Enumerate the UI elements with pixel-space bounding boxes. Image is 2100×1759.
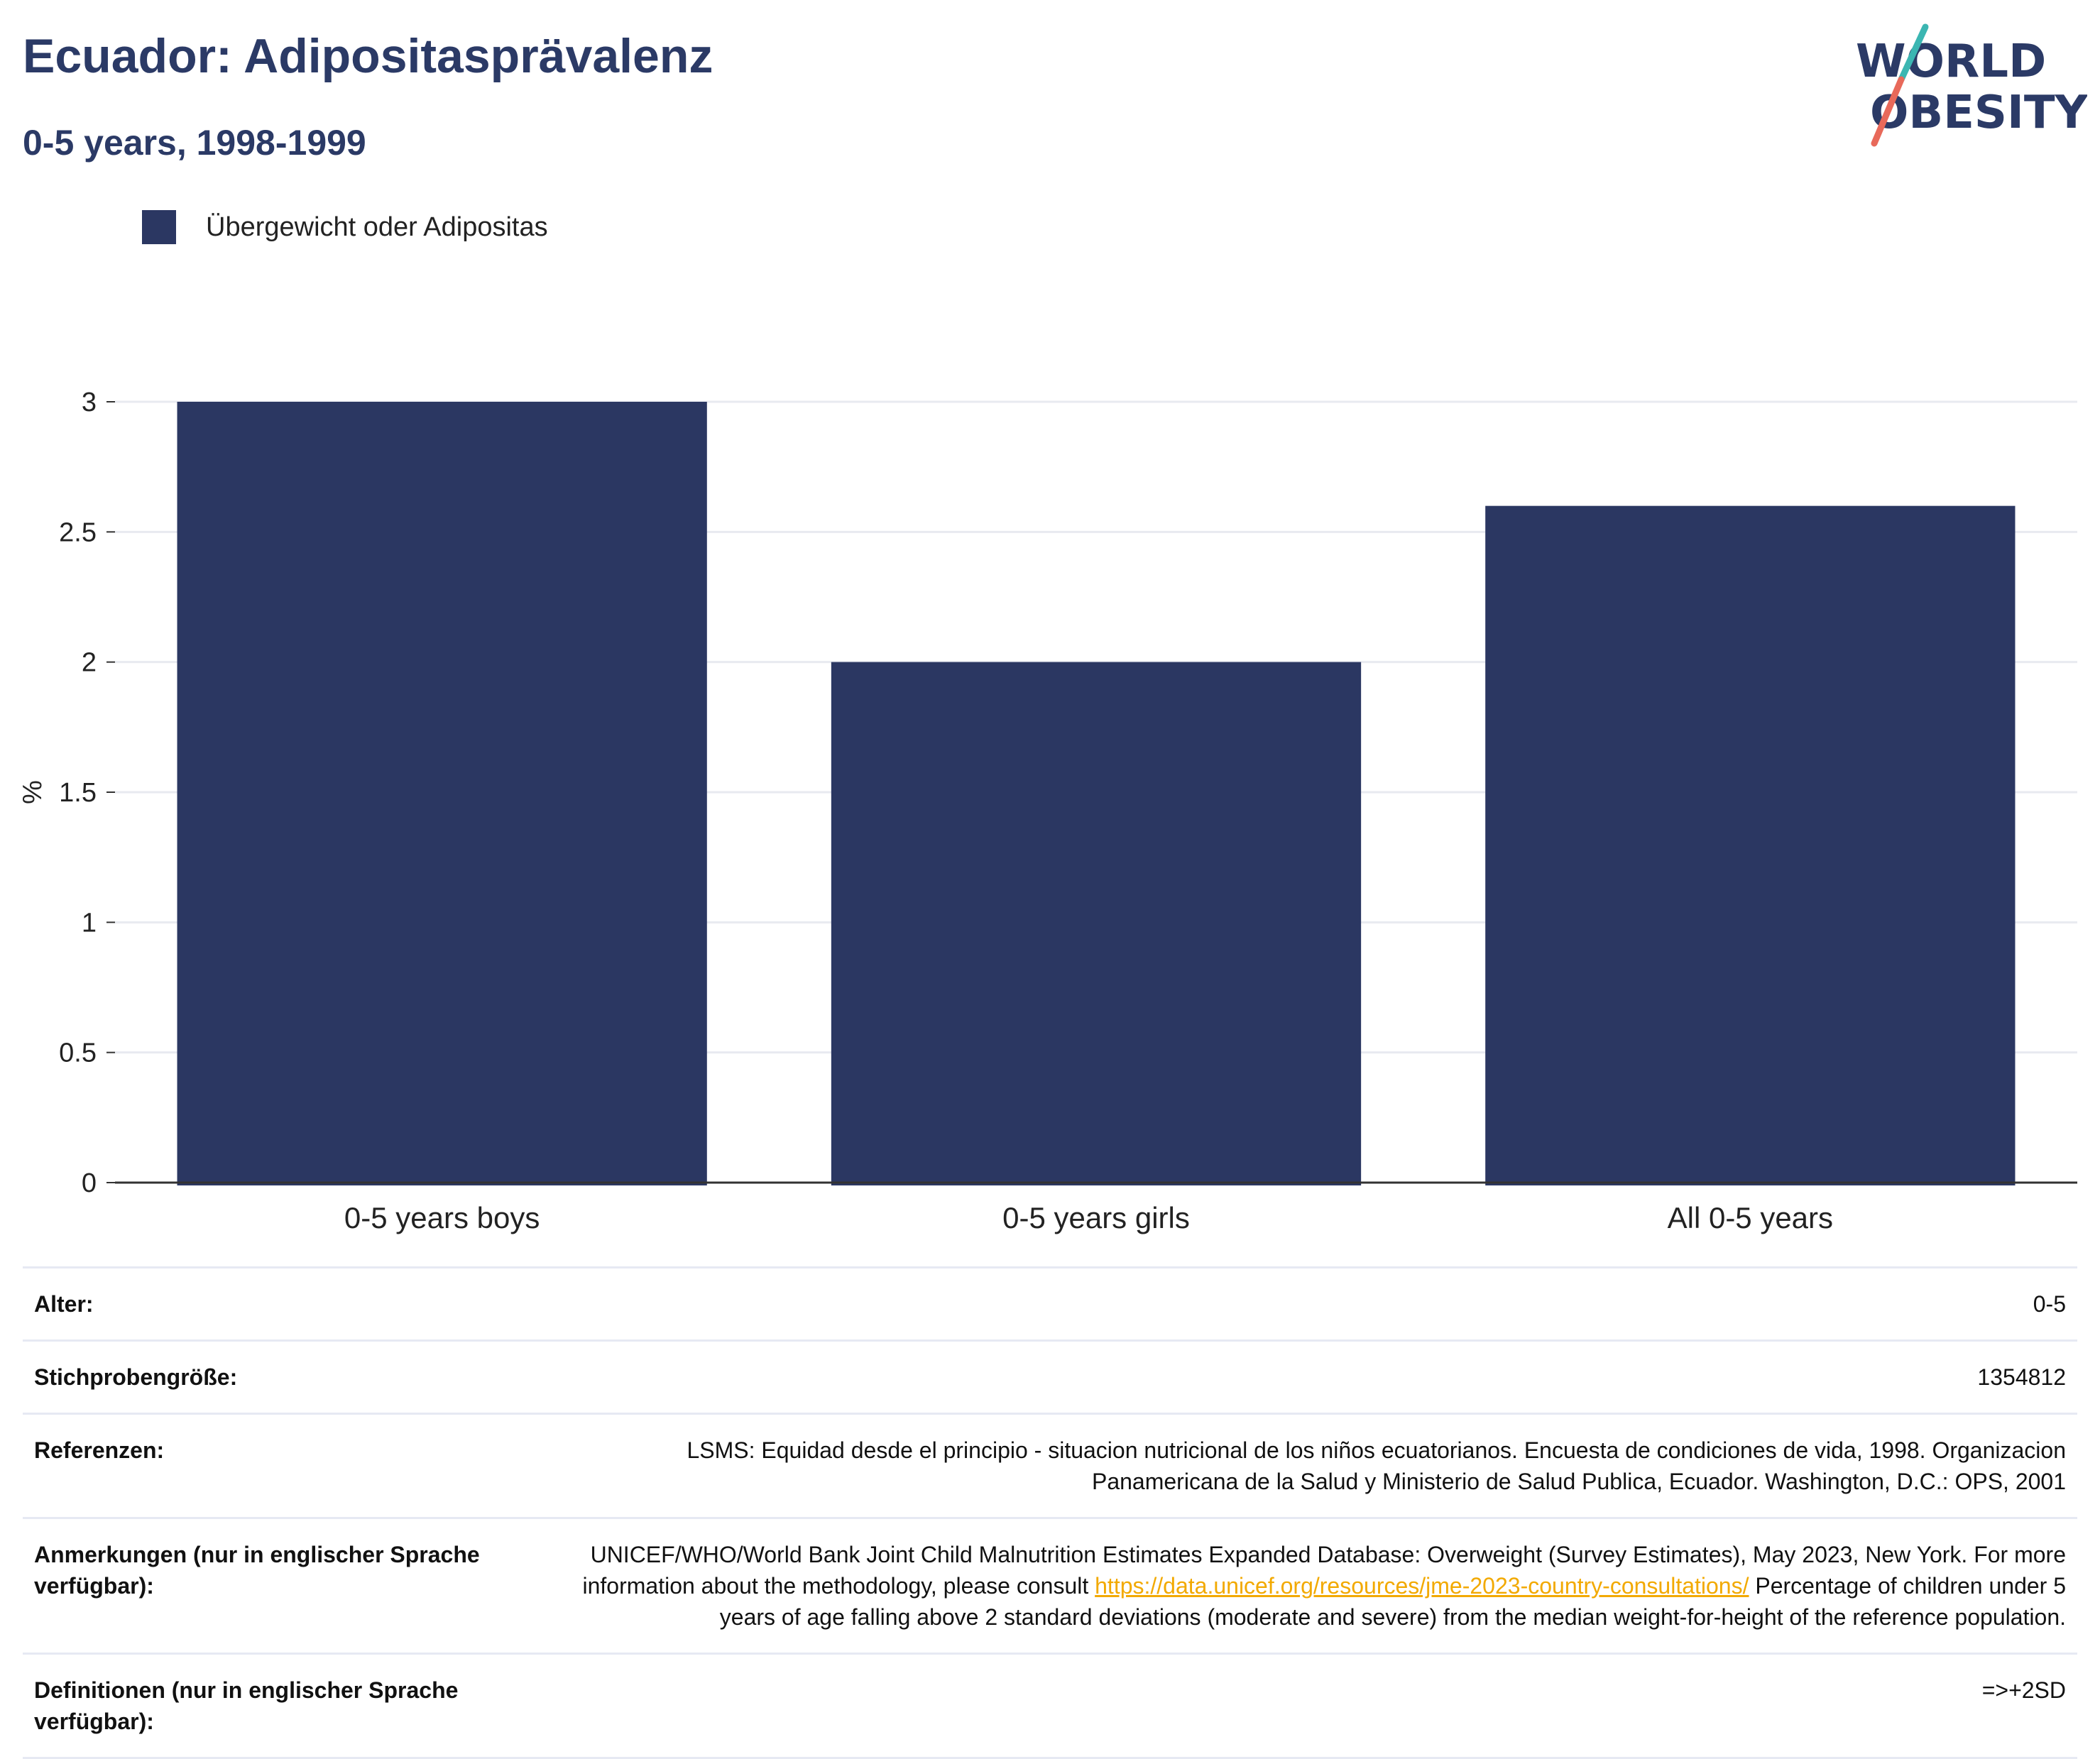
bar bbox=[1485, 505, 2016, 1185]
y-tick-label: 1.5 bbox=[59, 778, 97, 808]
world-obesity-logo: WORLD OBESITY bbox=[1856, 23, 2087, 147]
legend-label: Übergewicht oder Adipositas bbox=[206, 212, 548, 242]
y-tick-label: 1 bbox=[82, 908, 97, 938]
logo-line2: OBESITY bbox=[1870, 87, 2087, 139]
legend-swatch bbox=[142, 210, 176, 244]
meta-label: Alter: bbox=[34, 1291, 94, 1317]
meta-row-age: Alter: 0-5 bbox=[23, 1266, 2077, 1339]
meta-label: Stichprobengröße: bbox=[34, 1364, 238, 1390]
meta-value: LSMS: Equidad desde el principio - situa… bbox=[687, 1437, 2066, 1494]
meta-value: =>+2SD bbox=[1981, 1677, 2066, 1703]
bar-chart: 0 0.5 1 1.5 2 2.5 3 0-5 years boys 0-5 years gir… bbox=[18, 388, 2077, 1234]
meta-value: UNICEF/WHO/World Bank Joint Child Malnut… bbox=[574, 1539, 2066, 1633]
chart-subtitle: 0-5 years, 1998-1999 bbox=[23, 123, 366, 163]
meta-label: Anmerkungen (nur in englischer Sprache v… bbox=[34, 1542, 480, 1599]
meta-value: 0-5 bbox=[2033, 1291, 2066, 1317]
chart-title: Ecuador: Adipositasprävalenz bbox=[23, 29, 713, 83]
y-tick-label: 0.5 bbox=[59, 1039, 97, 1068]
y-tick-label: 2 bbox=[82, 648, 97, 678]
x-tick-label: 0-5 years boys bbox=[344, 1201, 540, 1234]
meta-value: 1354812 bbox=[1977, 1364, 2066, 1390]
bars bbox=[177, 402, 2016, 1185]
meta-row-references: Referenzen: LSMS: Equidad desde el princ… bbox=[23, 1413, 2077, 1517]
y-tick-label: 0 bbox=[82, 1168, 97, 1198]
bar bbox=[831, 662, 1362, 1185]
axes: 0 0.5 1 1.5 2 2.5 3 0-5 years boys 0-5 years gir… bbox=[59, 388, 2077, 1234]
logo-slash-teal bbox=[1898, 23, 1929, 83]
meta-label: Referenzen: bbox=[34, 1437, 165, 1463]
meta-row-notes: Anmerkungen (nur in englischer Sprache v… bbox=[23, 1517, 2077, 1653]
legend: Übergewicht oder Adipositas bbox=[142, 210, 548, 244]
methodology-link[interactable]: https://data.unicef.org/resources/jme-20… bbox=[1095, 1573, 1749, 1599]
x-tick-label: 0-5 years girls bbox=[1002, 1201, 1190, 1234]
y-axis-label: % bbox=[18, 780, 48, 804]
logo-line1: WORLD bbox=[1856, 35, 2046, 88]
notes-text-after: Percentage of children under 5 years of … bbox=[719, 1573, 2066, 1630]
bar bbox=[177, 402, 707, 1185]
x-tick-label: All 0-5 years bbox=[1668, 1201, 1833, 1234]
logo-slash-coral bbox=[1871, 76, 1905, 147]
meta-row-sample-size: Stichprobengröße: 1354812 bbox=[23, 1339, 2077, 1413]
notes-text-before: UNICEF/WHO/World Bank Joint Child Malnut… bbox=[582, 1542, 2066, 1599]
metadata-table: Alter: 0-5 Stichprobengröße: 1354812 Ref… bbox=[23, 1266, 2077, 1759]
meta-label: Definitionen (nur in englischer Sprache … bbox=[34, 1677, 459, 1734]
meta-row-definitions: Definitionen (nur in englischer Sprache … bbox=[23, 1653, 2077, 1759]
y-tick-label: 3 bbox=[82, 388, 97, 417]
y-tick-label: 2.5 bbox=[59, 517, 97, 547]
